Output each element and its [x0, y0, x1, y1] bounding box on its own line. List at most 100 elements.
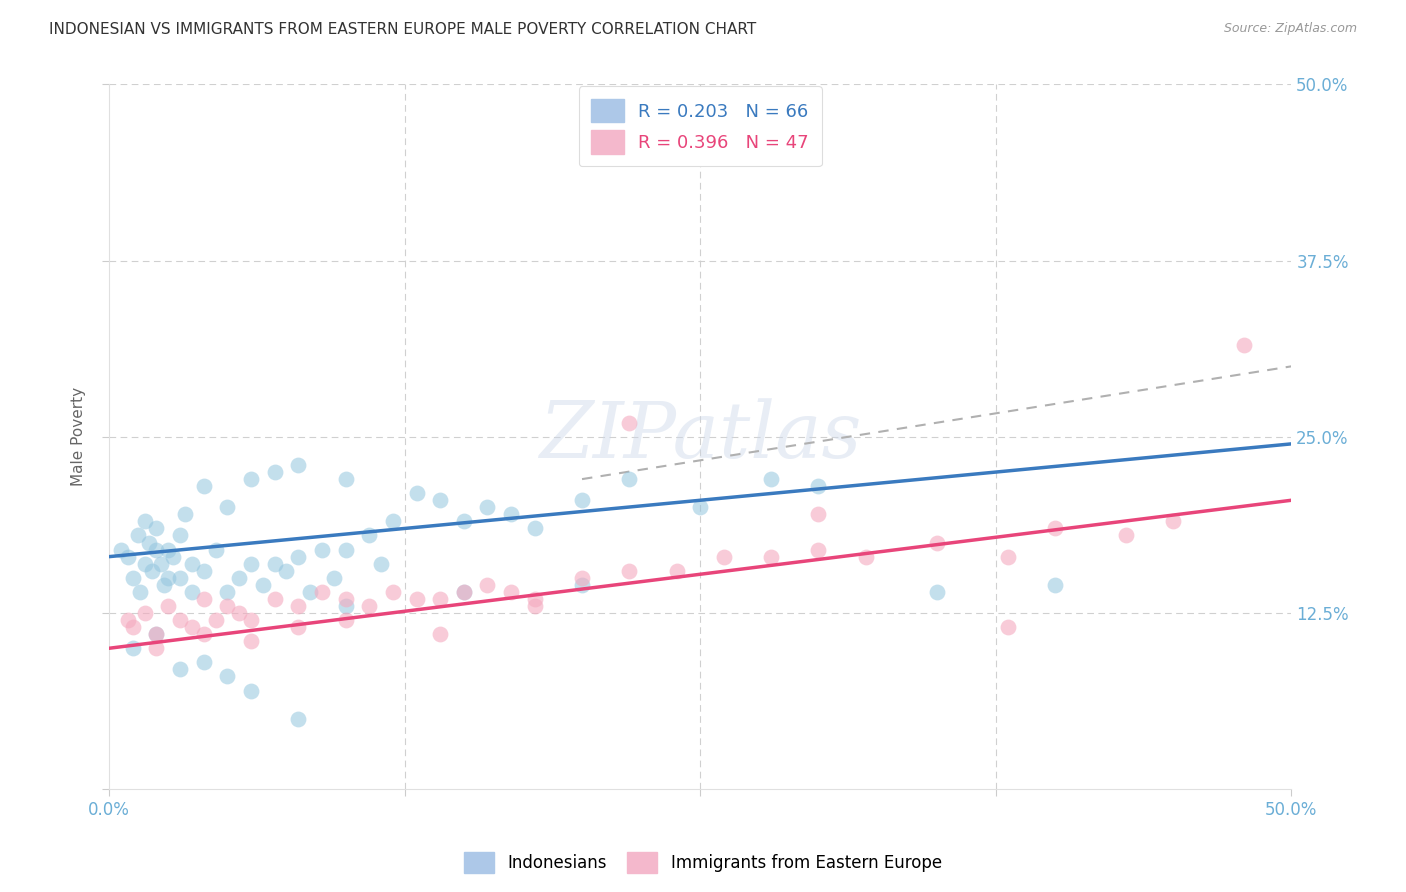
Point	[1115, 528, 1137, 542]
Point	[193, 656, 215, 670]
Point	[141, 564, 163, 578]
Point	[501, 585, 523, 599]
Point	[152, 578, 174, 592]
Text: ZIPatlas: ZIPatlas	[538, 399, 862, 475]
Point	[204, 613, 226, 627]
Point	[925, 585, 948, 599]
Point	[117, 613, 139, 627]
Point	[523, 599, 546, 613]
Point	[134, 557, 156, 571]
Point	[169, 528, 191, 542]
Point	[287, 620, 309, 634]
Point	[162, 549, 184, 564]
Point	[134, 515, 156, 529]
Point	[217, 599, 239, 613]
Point	[370, 557, 392, 571]
Point	[276, 564, 298, 578]
Point	[359, 528, 381, 542]
Point	[193, 479, 215, 493]
Legend: Indonesians, Immigrants from Eastern Europe: Indonesians, Immigrants from Eastern Eur…	[458, 846, 948, 880]
Point	[240, 634, 263, 648]
Point	[263, 465, 285, 479]
Point	[145, 542, 167, 557]
Point	[287, 599, 309, 613]
Point	[228, 571, 250, 585]
Point	[759, 549, 782, 564]
Point	[252, 578, 274, 592]
Point	[193, 627, 215, 641]
Point	[145, 521, 167, 535]
Point	[157, 571, 180, 585]
Point	[1233, 338, 1256, 352]
Point	[335, 599, 357, 613]
Point	[523, 591, 546, 606]
Point	[807, 508, 830, 522]
Point	[287, 458, 309, 472]
Point	[477, 578, 499, 592]
Text: INDONESIAN VS IMMIGRANTS FROM EASTERN EUROPE MALE POVERTY CORRELATION CHART: INDONESIAN VS IMMIGRANTS FROM EASTERN EU…	[49, 22, 756, 37]
Point	[263, 591, 285, 606]
Point	[134, 606, 156, 620]
Point	[322, 571, 344, 585]
Point	[429, 493, 451, 508]
Legend: R = 0.203   N = 66, R = 0.396   N = 47: R = 0.203 N = 66, R = 0.396 N = 47	[579, 87, 821, 166]
Point	[180, 585, 202, 599]
Point	[287, 712, 309, 726]
Point	[121, 641, 143, 656]
Point	[117, 549, 139, 564]
Point	[429, 591, 451, 606]
Point	[501, 508, 523, 522]
Point	[453, 585, 475, 599]
Point	[240, 683, 263, 698]
Point	[335, 542, 357, 557]
Point	[925, 535, 948, 549]
Point	[145, 627, 167, 641]
Point	[523, 521, 546, 535]
Point	[311, 542, 333, 557]
Point	[173, 508, 195, 522]
Point	[855, 549, 877, 564]
Point	[453, 585, 475, 599]
Point	[299, 585, 322, 599]
Point	[240, 557, 263, 571]
Point	[169, 613, 191, 627]
Point	[335, 591, 357, 606]
Point	[157, 599, 180, 613]
Point	[121, 571, 143, 585]
Point	[217, 500, 239, 515]
Point	[759, 472, 782, 486]
Point	[359, 599, 381, 613]
Point	[228, 606, 250, 620]
Point	[217, 585, 239, 599]
Point	[665, 564, 688, 578]
Point	[381, 515, 404, 529]
Point	[169, 662, 191, 676]
Point	[138, 535, 160, 549]
Point	[713, 549, 735, 564]
Point	[453, 515, 475, 529]
Point	[689, 500, 711, 515]
Point	[335, 613, 357, 627]
Point	[193, 564, 215, 578]
Y-axis label: Male Poverty: Male Poverty	[72, 387, 86, 486]
Point	[240, 613, 263, 627]
Point	[807, 542, 830, 557]
Point	[217, 669, 239, 683]
Point	[405, 591, 427, 606]
Point	[571, 571, 593, 585]
Point	[150, 557, 173, 571]
Point	[1043, 578, 1066, 592]
Text: Source: ZipAtlas.com: Source: ZipAtlas.com	[1223, 22, 1357, 36]
Point	[619, 416, 641, 430]
Point	[180, 620, 202, 634]
Point	[997, 620, 1019, 634]
Point	[169, 571, 191, 585]
Point	[145, 641, 167, 656]
Point	[263, 557, 285, 571]
Point	[429, 627, 451, 641]
Point	[335, 472, 357, 486]
Point	[571, 493, 593, 508]
Point	[110, 542, 132, 557]
Point	[619, 564, 641, 578]
Point	[287, 549, 309, 564]
